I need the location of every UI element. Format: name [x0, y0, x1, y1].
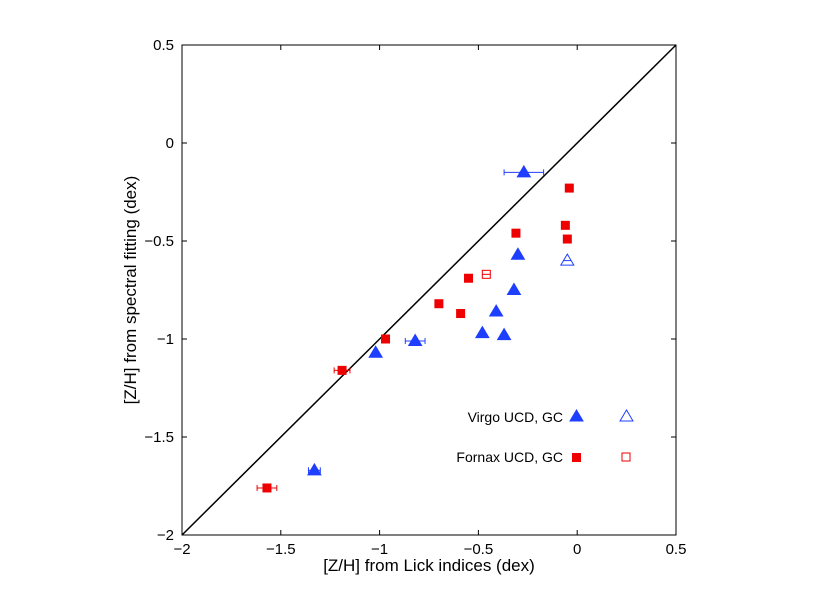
data-points: [256, 164, 575, 493]
x-tick-label: 0: [573, 541, 581, 558]
y-tick-label: −2: [157, 527, 174, 544]
y-tick-label: −0.5: [144, 233, 174, 250]
x-tick-label: −1.5: [266, 541, 296, 558]
x-tick-label: −2: [173, 541, 190, 558]
virgo-gc-point: [559, 253, 575, 266]
legend-marker-fornax-gc: [621, 452, 631, 462]
legend: Virgo UCD, GC Fornax UCD, GC: [456, 409, 634, 465]
fornax-ucd-point: [564, 183, 574, 193]
virgo-ucd-point: [368, 345, 384, 358]
reference-line-layer: [181, 44, 677, 536]
fornax-ucd-point: [434, 299, 444, 309]
legend-marker-virgo-gc: [619, 409, 634, 422]
x-tick-label: −0.5: [464, 541, 494, 558]
fornax-ucd-point: [262, 483, 272, 493]
fornax-ucd-point: [560, 220, 570, 230]
x-tick-label: 0.5: [666, 541, 687, 558]
fornax-ucd-point: [381, 334, 391, 344]
legend-label-virgo: Virgo UCD, GC: [468, 409, 563, 425]
axis-ticks: −2 −1.5 −1 −0.5 0 0.5 −2 −1.5 −1 −0.5 0 0.5: [144, 37, 686, 558]
fornax-ucd-point: [464, 273, 474, 283]
y-tick-label: −1: [157, 331, 174, 348]
fornax-ucd-point: [562, 234, 572, 244]
legend-marker-fornax-ucd: [572, 453, 581, 462]
virgo-ucd-point: [496, 327, 512, 341]
virgo-ucd-point: [474, 325, 490, 339]
virgo-ucd-point: [488, 304, 504, 317]
y-tick-label: 0: [166, 135, 174, 152]
y-tick-label: 0.5: [153, 37, 174, 54]
fornax-ucd-point: [337, 365, 347, 375]
legend-label-fornax: Fornax UCD, GC: [456, 449, 563, 465]
fornax-ucd-point: [511, 228, 521, 238]
y-tick-label: −1.5: [144, 429, 174, 446]
virgo-ucd-point: [307, 462, 322, 476]
legend-marker-virgo-ucd: [569, 409, 584, 422]
x-tick-label: −1: [371, 541, 388, 558]
virgo-ucd-point: [407, 333, 423, 346]
virgo-ucd-point: [510, 247, 526, 260]
fornax-ucd-point: [456, 309, 466, 319]
x-axis-label: [Z/H] from Lick indices (dex): [323, 556, 535, 575]
virgo-ucd-point: [516, 164, 532, 178]
one-to-one-line: [181, 44, 677, 536]
y-axis-label: [Z/H] from spectral fitting (dex): [121, 176, 140, 405]
virgo-ucd-point: [506, 282, 522, 295]
